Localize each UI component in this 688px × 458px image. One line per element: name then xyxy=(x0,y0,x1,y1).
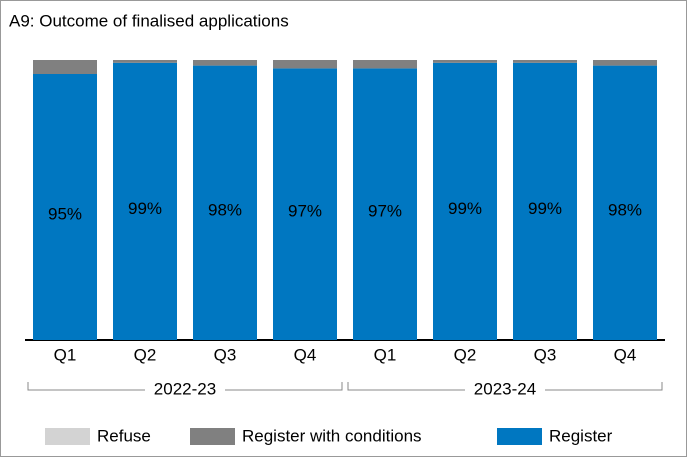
group-label: 2022-23 xyxy=(154,379,216,398)
bar-segment xyxy=(273,68,337,341)
bar-segment xyxy=(433,62,497,341)
chart-title: A9: Outcome of finalised applications xyxy=(9,11,289,30)
data-label: 97% xyxy=(288,202,322,221)
legend-swatch xyxy=(497,428,542,445)
x-tick-label: Q2 xyxy=(454,345,477,364)
legend-label: Refuse xyxy=(97,426,151,445)
bar-segment xyxy=(273,60,337,69)
data-label: 95% xyxy=(48,204,82,223)
bar-segment xyxy=(33,74,97,340)
group-bracket xyxy=(347,382,663,391)
bar-segment xyxy=(593,60,657,66)
x-tick-label: Q3 xyxy=(534,345,557,364)
bar-segment xyxy=(113,62,177,341)
bar-segment xyxy=(513,60,577,63)
bar-segment xyxy=(433,60,497,63)
data-label: 99% xyxy=(528,199,562,218)
bar-segment xyxy=(593,65,657,340)
x-tick-label: Q2 xyxy=(134,345,157,364)
legend-label: Register xyxy=(549,426,613,445)
data-label: 98% xyxy=(608,200,642,219)
x-tick-label: Q3 xyxy=(214,345,237,364)
x-tick-label: Q4 xyxy=(614,345,637,364)
group-bracket xyxy=(27,382,343,391)
legend-label: Register with conditions xyxy=(242,426,422,445)
data-label: 98% xyxy=(208,200,242,219)
bar-segment xyxy=(193,65,257,340)
bar-segment xyxy=(193,60,257,66)
bar-segment xyxy=(33,60,97,74)
group-label: 2023-24 xyxy=(474,379,536,398)
x-tick-label: Q1 xyxy=(374,345,397,364)
data-label: 99% xyxy=(448,199,482,218)
bar-segment xyxy=(513,62,577,341)
x-tick-label: Q1 xyxy=(54,345,77,364)
bar-segment xyxy=(353,60,417,69)
legend-swatch xyxy=(45,428,90,445)
data-label: 97% xyxy=(368,202,402,221)
data-label: 99% xyxy=(128,199,162,218)
bar-segment xyxy=(353,68,417,341)
bar-segment xyxy=(113,60,177,63)
legend-swatch xyxy=(190,428,235,445)
x-tick-label: Q4 xyxy=(294,345,317,364)
